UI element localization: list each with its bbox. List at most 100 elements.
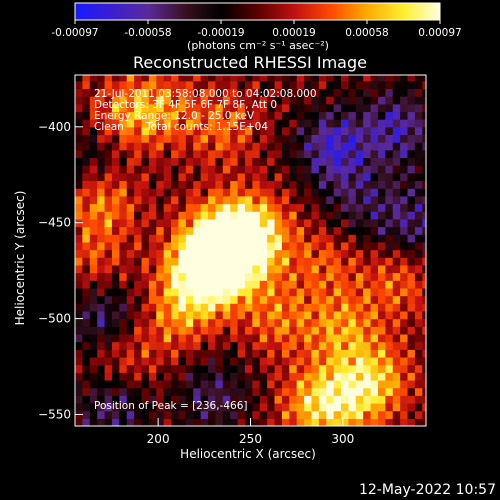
heatmap-cell — [178, 218, 187, 228]
heatmap-cell — [422, 249, 426, 258]
heatmap-cell — [126, 142, 135, 151]
heatmap-cell — [178, 111, 187, 120]
colorbar-tick-label: 0.00097 — [418, 27, 461, 39]
heatmap-cell — [267, 75, 276, 82]
heatmap-cell — [244, 142, 253, 151]
heatmap-cell — [377, 96, 386, 105]
heatmap-cell — [267, 349, 276, 358]
y-axis-label: Heliocentric Y (arcsec) — [13, 191, 27, 326]
heatmap-cell — [237, 218, 246, 228]
heatmap-cell — [370, 172, 379, 182]
heatmap-cell — [407, 111, 416, 120]
heatmap-cell — [89, 103, 98, 113]
heatmap-cell — [163, 341, 172, 350]
heatmap-cell — [422, 349, 426, 358]
heatmap-cell — [326, 126, 335, 136]
heatmap-cell — [385, 234, 394, 243]
heatmap-cell — [104, 272, 113, 281]
heatmap-cell — [407, 364, 416, 373]
heatmap-cell — [111, 364, 120, 373]
heatmap-cell — [422, 264, 426, 274]
heatmap-cell — [82, 203, 91, 212]
heatmap-cell — [252, 134, 261, 143]
heatmap-cell — [341, 379, 350, 389]
heatmap-cell — [89, 395, 98, 404]
heatmap-cell — [200, 142, 209, 151]
heatmap-cell — [252, 234, 261, 243]
heatmap-cell — [185, 234, 194, 243]
heatmap-cell — [193, 341, 202, 350]
heatmap-cell — [193, 364, 202, 373]
heatmap-cell — [370, 188, 379, 197]
heatmap-cell — [215, 126, 224, 136]
heatmap-cell — [341, 88, 350, 97]
heatmap-cell — [171, 75, 180, 82]
heatmap-cell — [141, 218, 150, 228]
heatmap-cell — [200, 418, 209, 426]
heatmap-cell — [422, 111, 426, 120]
heatmap-cell — [392, 295, 401, 304]
heatmap-cell — [148, 195, 157, 205]
heatmap-cell — [119, 395, 128, 404]
heatmap-cell — [355, 103, 364, 113]
heatmap-cell — [326, 218, 335, 228]
heatmap-cell — [208, 96, 216, 105]
heatmap-cell — [156, 75, 165, 82]
heatmap-cell — [141, 333, 150, 343]
heatmap-cell — [178, 96, 187, 105]
heatmap-cell — [414, 418, 423, 426]
heatmap-cell — [259, 111, 268, 120]
heatmap-cell — [392, 264, 401, 274]
heatmap-cell — [178, 410, 187, 419]
heatmap-cell — [97, 349, 106, 358]
heatmap-cell — [414, 264, 423, 274]
colorbar-tick-label: -0.00058 — [124, 27, 171, 39]
heatmap-cell — [304, 226, 313, 235]
heatmap-cell — [318, 395, 327, 404]
heatmap-cell — [377, 372, 386, 381]
heatmap-cell — [178, 333, 187, 343]
heatmap-cell — [119, 410, 128, 419]
heatmap-cell — [318, 349, 327, 358]
heatmap-cell — [208, 211, 216, 220]
heatmap-cell — [281, 372, 290, 381]
heatmap-cell — [89, 249, 98, 258]
heatmap-cell — [185, 379, 194, 389]
heatmap-cell — [363, 410, 372, 419]
heatmap-cell — [104, 126, 113, 136]
heatmap-cell — [326, 226, 335, 235]
heatmap-cell — [171, 195, 180, 205]
heatmap-cell — [400, 418, 409, 426]
heatmap-cell — [171, 272, 180, 281]
heatmap-cell — [185, 142, 194, 151]
heatmap-cell — [355, 387, 364, 396]
heatmap-cell — [185, 157, 194, 166]
heatmap-cell — [326, 310, 335, 320]
heatmap-cell — [326, 264, 335, 274]
heatmap-cell — [267, 410, 276, 419]
annotation-clean: Clean — [94, 121, 124, 133]
heatmap-cell — [237, 264, 246, 274]
heatmap-cell — [333, 356, 342, 366]
heatmap-cell — [97, 241, 106, 251]
heatmap-cell — [281, 188, 290, 197]
heatmap-cell — [163, 234, 172, 243]
heatmap-cell — [89, 341, 98, 350]
heatmap-cell — [178, 280, 187, 289]
heatmap-cell — [193, 234, 202, 243]
heatmap-cell — [230, 257, 239, 266]
heatmap-cell — [326, 280, 335, 289]
heatmap-cell — [244, 218, 253, 228]
heatmap-cell — [200, 280, 209, 289]
y-tick-label: −400 — [38, 120, 71, 134]
heatmap-cell — [222, 379, 231, 389]
heatmap-cell — [259, 157, 268, 166]
heatmap-cell — [392, 341, 401, 350]
heatmap-cell — [148, 280, 157, 289]
heatmap-cell — [237, 310, 246, 320]
heatmap-cell — [370, 395, 379, 404]
heatmap-cell — [414, 241, 423, 251]
heatmap-cell — [97, 341, 106, 350]
heatmap-cell — [193, 149, 202, 159]
heatmap-cell — [163, 88, 172, 97]
